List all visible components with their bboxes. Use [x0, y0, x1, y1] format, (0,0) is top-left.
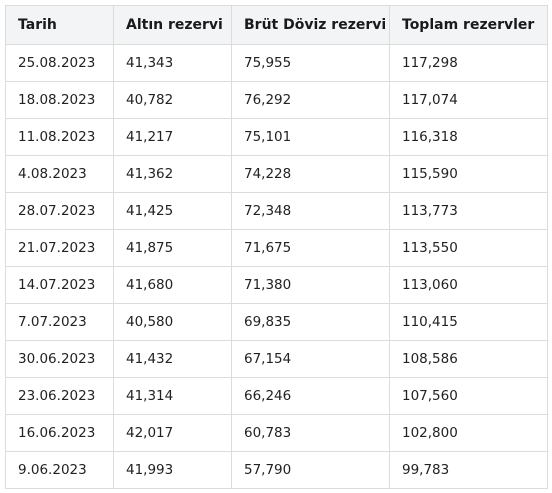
cell-gross-fx-reserve: 69,835: [231, 303, 390, 341]
cell-gross-fx-reserve: 67,154: [231, 340, 390, 378]
header-gross-fx-reserve: Brüt Döviz rezervi: [231, 5, 390, 45]
cell-gross-fx-reserve: 71,675: [231, 229, 390, 267]
cell-date: 16.06.2023: [5, 414, 114, 452]
table-row: 23.06.2023 41,314 66,246 107,560: [5, 377, 548, 415]
table-row: 14.07.2023 41,680 71,380 113,060: [5, 266, 548, 304]
cell-date: 11.08.2023: [5, 118, 114, 156]
table-header-row: Tarih Altın rezervi Brüt Döviz rezervi T…: [5, 5, 548, 45]
cell-total-reserves: 110,415: [389, 303, 548, 341]
table-row: 21.07.2023 41,875 71,675 113,550: [5, 229, 548, 267]
cell-gross-fx-reserve: 66,246: [231, 377, 390, 415]
table-row: 11.08.2023 41,217 75,101 116,318: [5, 118, 548, 156]
cell-total-reserves: 108,586: [389, 340, 548, 378]
cell-gold-reserve: 41,432: [113, 340, 232, 378]
cell-date: 14.07.2023: [5, 266, 114, 304]
cell-total-reserves: 113,773: [389, 192, 548, 230]
table-row: 4.08.2023 41,362 74,228 115,590: [5, 155, 548, 193]
table-row: 7.07.2023 40,580 69,835 110,415: [5, 303, 548, 341]
cell-gross-fx-reserve: 60,783: [231, 414, 390, 452]
header-gold-reserve: Altın rezervi: [113, 5, 232, 45]
cell-total-reserves: 102,800: [389, 414, 548, 452]
header-total-reserves: Toplam rezervler: [389, 5, 548, 45]
table-row: 18.08.2023 40,782 76,292 117,074: [5, 81, 548, 119]
cell-gross-fx-reserve: 72,348: [231, 192, 390, 230]
cell-gold-reserve: 40,580: [113, 303, 232, 341]
cell-date: 21.07.2023: [5, 229, 114, 267]
cell-total-reserves: 116,318: [389, 118, 548, 156]
cell-gross-fx-reserve: 75,101: [231, 118, 390, 156]
table-row: 25.08.2023 41,343 75,955 117,298: [5, 44, 548, 82]
cell-gold-reserve: 41,680: [113, 266, 232, 304]
cell-date: 28.07.2023: [5, 192, 114, 230]
cell-date: 7.07.2023: [5, 303, 114, 341]
cell-gold-reserve: 41,362: [113, 155, 232, 193]
cell-gold-reserve: 42,017: [113, 414, 232, 452]
table-row: 30.06.2023 41,432 67,154 108,586: [5, 340, 548, 378]
cell-date: 9.06.2023: [5, 451, 114, 489]
cell-total-reserves: 117,298: [389, 44, 548, 82]
cell-total-reserves: 113,550: [389, 229, 548, 267]
cell-gold-reserve: 41,343: [113, 44, 232, 82]
cell-gross-fx-reserve: 75,955: [231, 44, 390, 82]
cell-total-reserves: 99,783: [389, 451, 548, 489]
cell-gold-reserve: 41,314: [113, 377, 232, 415]
cell-total-reserves: 113,060: [389, 266, 548, 304]
cell-total-reserves: 115,590: [389, 155, 548, 193]
table-row: 28.07.2023 41,425 72,348 113,773: [5, 192, 548, 230]
cell-total-reserves: 107,560: [389, 377, 548, 415]
reserves-table-container: Tarih Altın rezervi Brüt Döviz rezervi T…: [5, 5, 548, 489]
table-row: 9.06.2023 41,993 57,790 99,783: [5, 451, 548, 489]
cell-gold-reserve: 41,993: [113, 451, 232, 489]
cell-gross-fx-reserve: 71,380: [231, 266, 390, 304]
cell-gold-reserve: 41,217: [113, 118, 232, 156]
cell-date: 23.06.2023: [5, 377, 114, 415]
header-date: Tarih: [5, 5, 114, 45]
cell-gross-fx-reserve: 74,228: [231, 155, 390, 193]
cell-gold-reserve: 41,425: [113, 192, 232, 230]
cell-date: 4.08.2023: [5, 155, 114, 193]
cell-gross-fx-reserve: 76,292: [231, 81, 390, 119]
cell-date: 25.08.2023: [5, 44, 114, 82]
cell-total-reserves: 117,074: [389, 81, 548, 119]
reserves-table: Tarih Altın rezervi Brüt Döviz rezervi T…: [5, 5, 548, 489]
cell-gross-fx-reserve: 57,790: [231, 451, 390, 489]
cell-date: 18.08.2023: [5, 81, 114, 119]
table-row: 16.06.2023 42,017 60,783 102,800: [5, 414, 548, 452]
cell-date: 30.06.2023: [5, 340, 114, 378]
cell-gold-reserve: 40,782: [113, 81, 232, 119]
cell-gold-reserve: 41,875: [113, 229, 232, 267]
